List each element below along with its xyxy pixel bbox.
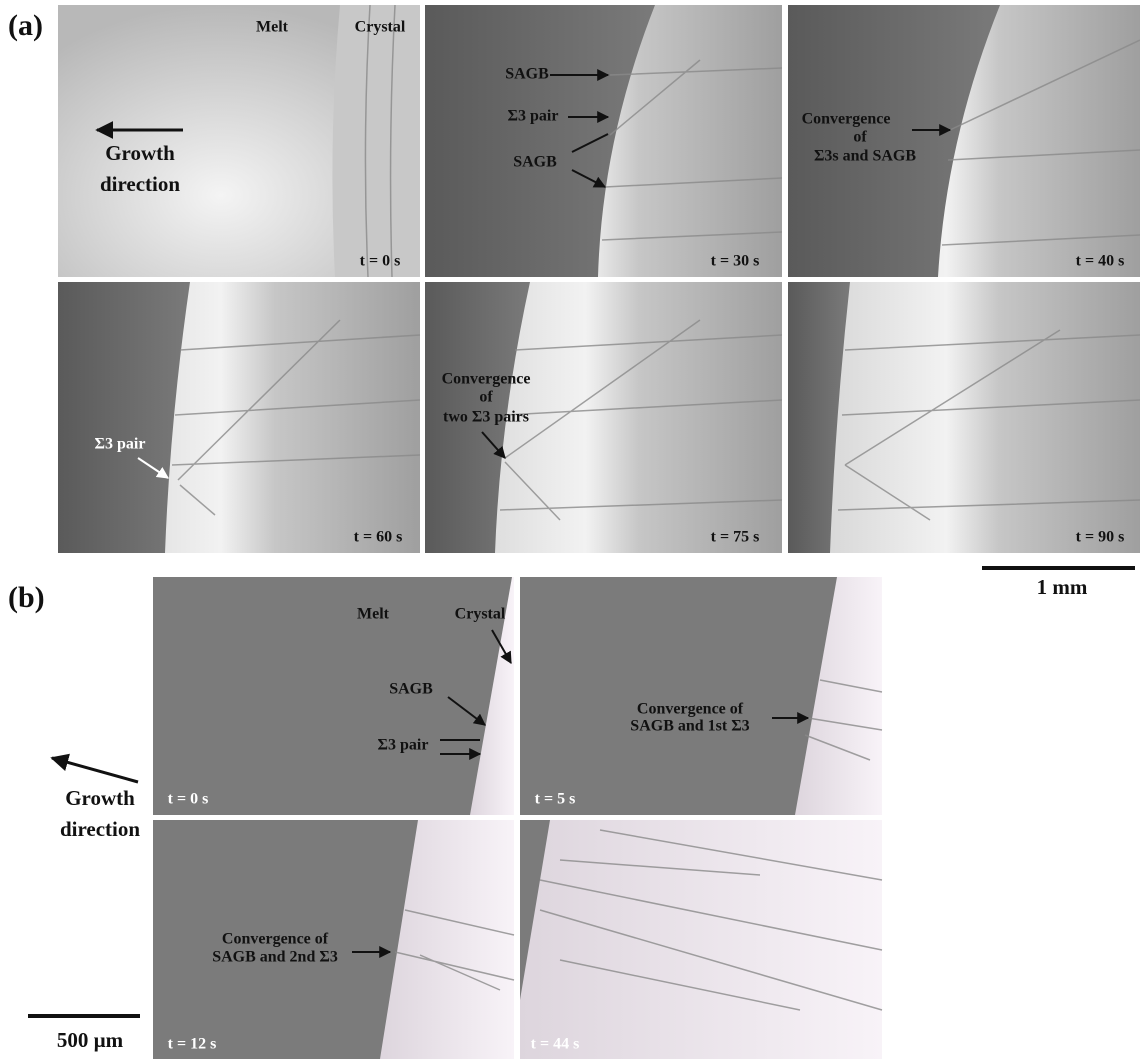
annotation: Crystal <box>455 606 506 623</box>
growth-arrow <box>52 758 138 782</box>
time: t = 44 s <box>531 1036 580 1053</box>
annotation: SAGB and 1st Σ3 <box>630 718 749 735</box>
annotation: Σ3 pair <box>95 436 146 453</box>
scale-bar-label: 1 mm <box>1037 575 1088 599</box>
annotation: Σ3s and SAGB <box>814 148 916 165</box>
annotation: Convergence of <box>222 931 329 948</box>
time: t = 5 s <box>535 791 576 808</box>
time: t = 30 s <box>711 253 760 270</box>
annotation: Crystal <box>355 19 406 36</box>
time: t = 0 s <box>168 791 209 808</box>
annotation: Convergence of <box>637 701 744 718</box>
annotation: SAGB and 2nd Σ3 <box>212 949 338 966</box>
scale-bar-label: 500 µm <box>57 1028 124 1052</box>
annotation: of <box>479 389 493 406</box>
panel-label: (b) <box>8 581 45 614</box>
growth-label: direction <box>100 172 180 196</box>
annotation: Melt <box>256 19 289 36</box>
time: t = 12 s <box>168 1036 217 1053</box>
annotation: of <box>853 129 867 146</box>
time: t = 75 s <box>711 529 760 546</box>
annotation: Convergence <box>802 111 891 128</box>
time: t = 90 s <box>1076 529 1125 546</box>
annotation: two Σ3 pairs <box>443 409 529 426</box>
annotation: SAGB <box>389 681 433 698</box>
panel-b-images <box>153 577 882 1059</box>
annotation: Σ3 pair <box>378 737 429 754</box>
panel-label: (a) <box>8 9 43 42</box>
growth-label: Growth <box>105 141 175 165</box>
growth-label: direction <box>60 817 140 841</box>
growth-label: Growth <box>65 786 135 810</box>
time: t = 60 s <box>354 529 403 546</box>
annotation: Convergence <box>442 371 531 388</box>
figure: (a) (b) 1 mm 500 µm Growth direction Gro… <box>0 0 1140 1059</box>
annotation: SAGB <box>505 66 549 83</box>
annotation: Σ3 pair <box>508 108 559 125</box>
panel-a-images <box>58 5 1140 553</box>
time: t = 40 s <box>1076 253 1125 270</box>
time: t = 0 s <box>360 253 401 270</box>
annotation: Melt <box>357 606 390 623</box>
annotation: SAGB <box>513 154 557 171</box>
